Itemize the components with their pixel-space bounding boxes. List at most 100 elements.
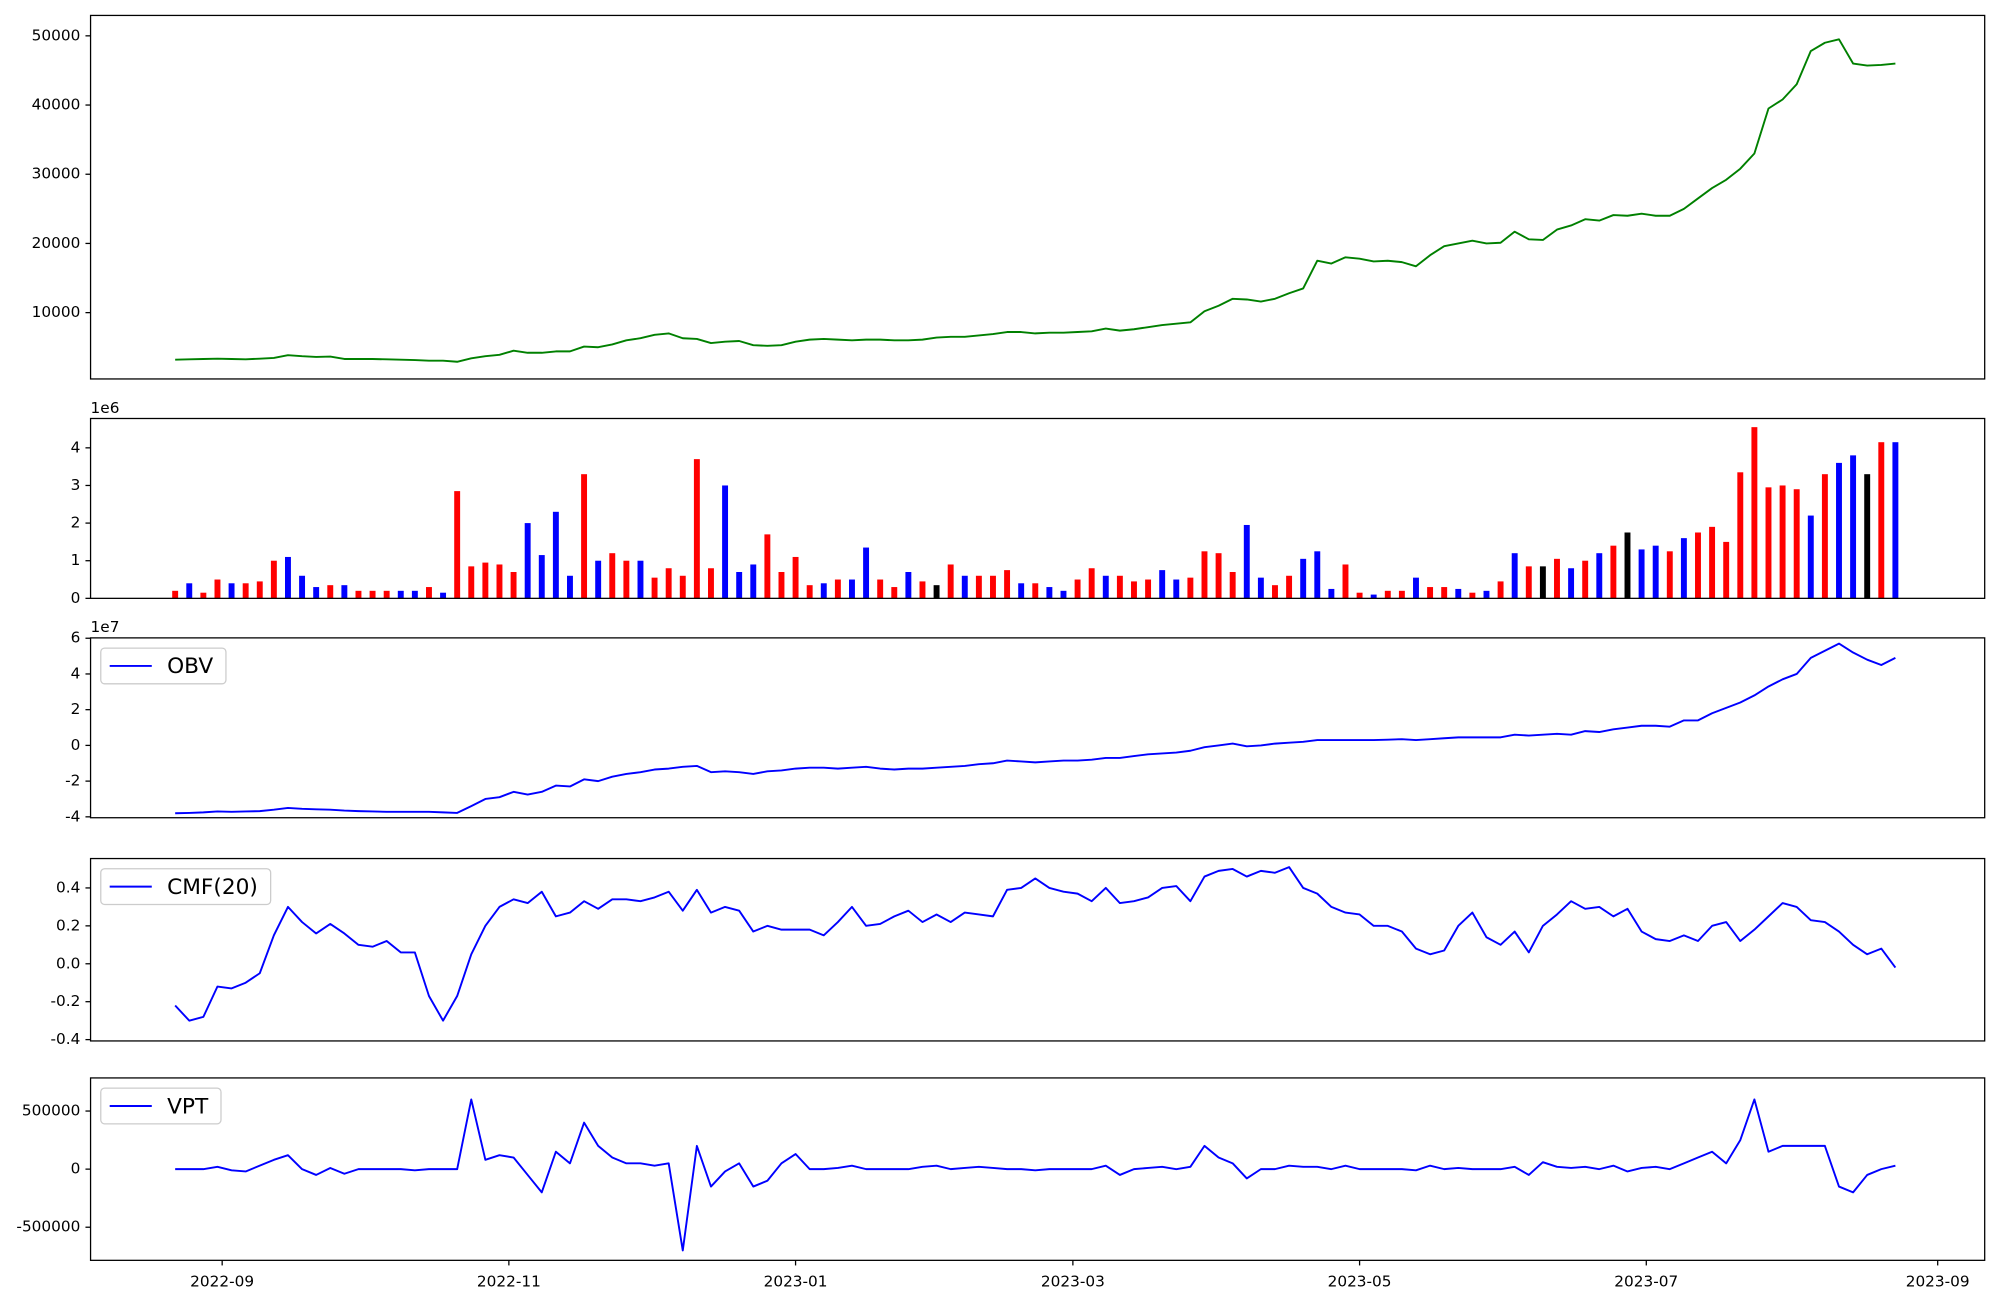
- x-tick-label: 2023-03: [1041, 1273, 1105, 1291]
- volume-bar: [1497, 581, 1504, 599]
- axes-frame: [89, 417, 1986, 599]
- volume-bar: [722, 485, 729, 599]
- y-tick-label: 40000: [32, 96, 81, 114]
- axes-frame: [89, 857, 1986, 1042]
- volume-bar: [1074, 579, 1081, 599]
- volume-bar: [1018, 583, 1025, 599]
- volume-bar: [1836, 462, 1842, 599]
- volume-bar: [1413, 577, 1419, 599]
- y-tick-label: 30000: [32, 165, 81, 183]
- volume-bar: [1356, 592, 1363, 599]
- y-tick-label: 2: [71, 514, 81, 532]
- plot-area: [175, 38, 1896, 363]
- volume-bar: [411, 590, 418, 599]
- volume-bar: [891, 587, 898, 599]
- volume-bar: [270, 560, 277, 599]
- volume-bar: [1257, 577, 1264, 599]
- volume-bar: [1300, 558, 1307, 599]
- y-tick-label: 10000: [32, 303, 81, 321]
- volume-bar: [947, 564, 954, 599]
- volume-bar: [778, 572, 785, 599]
- volume-bar: [1032, 583, 1039, 599]
- plot-area: [174, 866, 1897, 1022]
- y-tick-label: 4: [71, 664, 81, 682]
- volume-bar: [806, 585, 813, 599]
- volume-bar: [397, 590, 404, 599]
- volume-bar: [1624, 532, 1631, 599]
- volume-bar: [1173, 579, 1180, 599]
- volume-bar: [510, 572, 517, 599]
- y-tick-label: -2: [65, 772, 80, 790]
- axis-offset-label: 1e6: [91, 399, 120, 417]
- volume-bar: [750, 564, 757, 599]
- volume-bar: [1483, 590, 1490, 599]
- volume-bar: [1511, 553, 1518, 599]
- volume-bar: [1215, 553, 1222, 599]
- volume-bar: [426, 587, 432, 599]
- volume-bar: [214, 579, 221, 599]
- line: [174, 866, 1897, 1022]
- y-tick-label: -500000: [16, 1218, 80, 1236]
- axis-offset-label: 1e7: [91, 618, 120, 636]
- volume-bar: [1159, 570, 1166, 599]
- volume-bar: [1286, 575, 1293, 599]
- volume-bar: [736, 572, 743, 599]
- volume-bar: [552, 511, 559, 599]
- y-tick-label: 4: [71, 438, 81, 456]
- legend-label: CMF(20): [167, 875, 258, 900]
- volume-bar: [1004, 570, 1011, 599]
- line: [175, 38, 1896, 363]
- volume-bar: [1807, 515, 1814, 599]
- volume-bar: [1328, 588, 1335, 599]
- volume-bar: [440, 592, 447, 599]
- volume-bar: [369, 590, 376, 599]
- volume-bar: [1229, 572, 1236, 599]
- volume-bar: [1370, 594, 1377, 599]
- volume-bar: [933, 585, 940, 599]
- volume-bar: [905, 572, 912, 599]
- y-tick-label: 50000: [32, 26, 81, 44]
- volume-bar: [1751, 427, 1758, 599]
- volume-bar: [1652, 545, 1659, 599]
- volume-bar: [651, 577, 658, 599]
- plot-area: [172, 427, 1899, 599]
- volume-bar: [1102, 575, 1109, 599]
- volume-bar: [764, 534, 771, 599]
- volume-bar: [355, 590, 362, 599]
- y-tick-label: 0.4: [56, 878, 80, 896]
- volume-bar: [637, 560, 644, 599]
- volume-bar: [1441, 587, 1448, 599]
- volume-bar: [834, 579, 841, 599]
- volume-bar: [1723, 541, 1730, 599]
- volume-bar: [186, 583, 193, 599]
- volume-bar: [454, 491, 461, 599]
- volume-bar: [708, 568, 714, 599]
- volume-bar: [172, 590, 179, 599]
- volume-bar: [693, 459, 700, 599]
- axes-frame: [89, 14, 1986, 380]
- x-tick-label: 2022-11: [477, 1273, 541, 1291]
- volume-bar: [200, 592, 207, 599]
- volume-bar: [1821, 474, 1828, 599]
- volume-bar: [623, 560, 630, 599]
- volume-bar: [609, 553, 616, 599]
- y-tick-label: 0.2: [56, 916, 80, 934]
- volume-bar: [1680, 538, 1687, 599]
- volume-bar: [849, 579, 855, 599]
- volume-bar: [567, 575, 573, 599]
- volume-bar: [1398, 590, 1405, 599]
- volume-bar: [1469, 592, 1476, 599]
- volume-bar: [524, 523, 531, 599]
- legend-label: VPT: [167, 1094, 209, 1119]
- volume-bar: [242, 583, 249, 599]
- volume-bar: [1892, 442, 1899, 599]
- y-tick-label: 0: [71, 589, 81, 607]
- volume-bar: [1850, 455, 1857, 599]
- volume-bar: [1554, 558, 1560, 599]
- volume-bar: [863, 547, 870, 599]
- volume-bar: [961, 575, 968, 599]
- volume-bar: [327, 585, 334, 599]
- y-tick-label: 3: [71, 476, 81, 494]
- volume-bar: [1666, 551, 1673, 599]
- volume-bar: [256, 581, 263, 599]
